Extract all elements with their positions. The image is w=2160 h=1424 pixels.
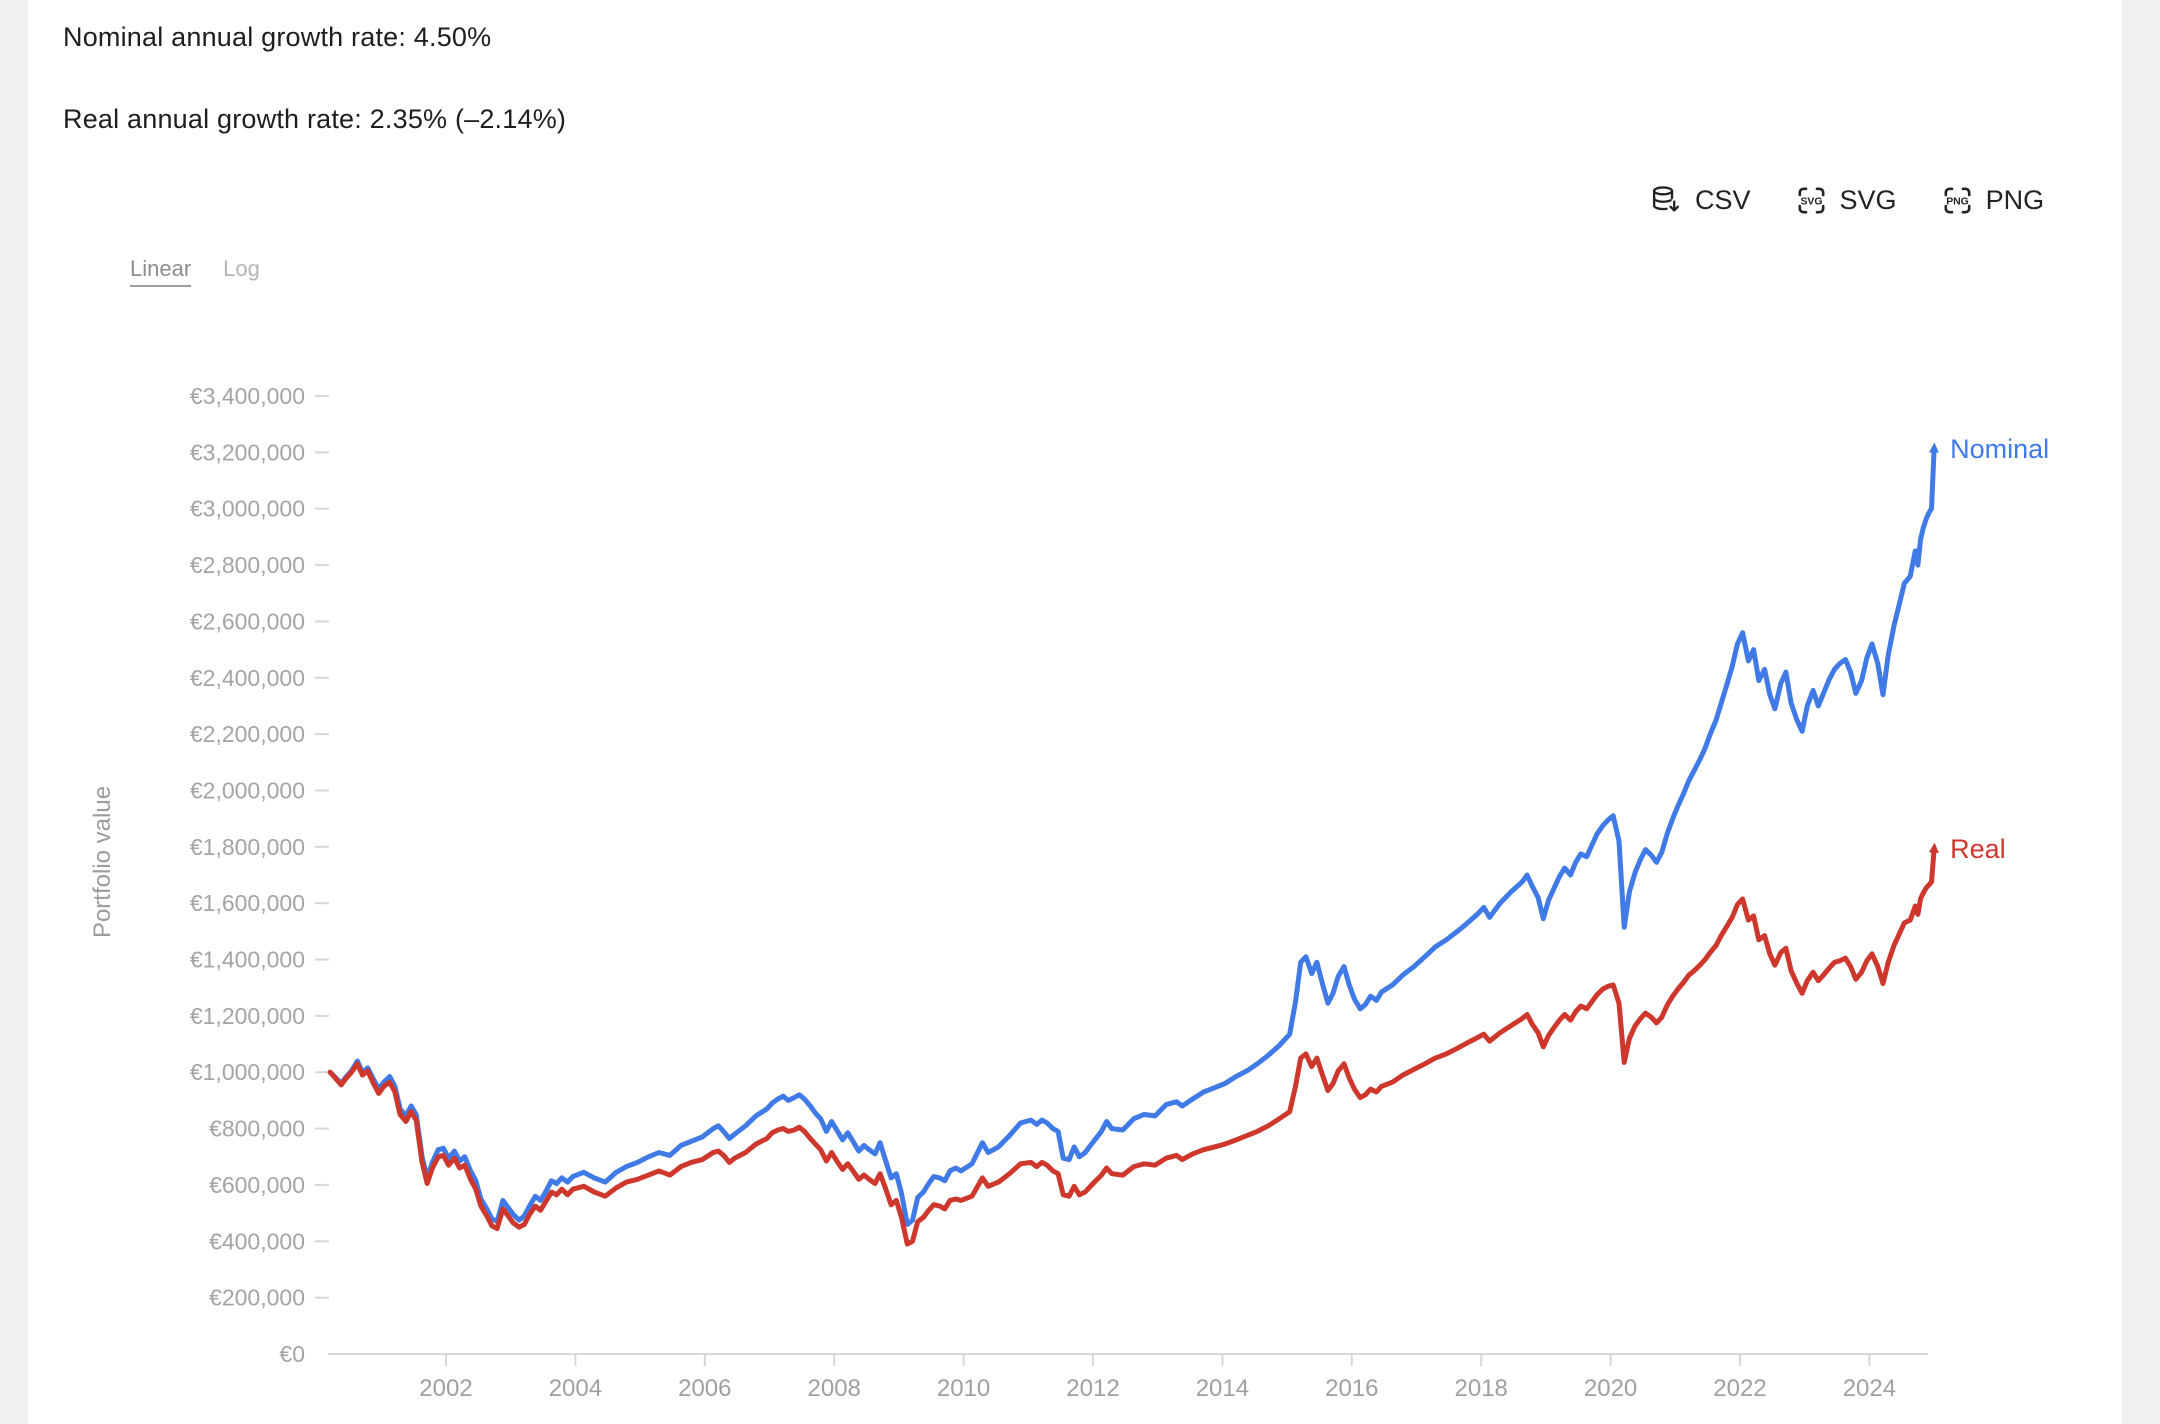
scale-log-option[interactable]: Log xyxy=(223,256,260,281)
y-axis-label: €2,200,000 xyxy=(190,721,305,747)
y-axis-label: €1,600,000 xyxy=(190,890,305,916)
svg-text:PNG: PNG xyxy=(1946,196,1969,207)
x-axis-label: 2022 xyxy=(1713,1375,1766,1402)
y-axis-label: €600,000 xyxy=(209,1172,305,1198)
scale-linear-option[interactable]: Linear xyxy=(130,256,192,287)
y-axis-label: €400,000 xyxy=(209,1228,305,1254)
y-axis-label: €3,200,000 xyxy=(190,439,305,465)
nominal-growth-rate-text: Nominal annual growth rate: 4.50% xyxy=(63,22,492,52)
y-axis-label: €1,800,000 xyxy=(190,834,305,860)
x-axis-label: 2020 xyxy=(1584,1375,1637,1402)
x-axis-label: 2024 xyxy=(1843,1375,1896,1402)
export-csv-label: CSV xyxy=(1695,184,1751,215)
y-axis-label: €3,400,000 xyxy=(190,383,305,409)
export-svg-button[interactable]: SVG SVG xyxy=(1795,184,1897,217)
series-line-real[interactable] xyxy=(327,842,1939,1247)
svg-file-badge-icon: SVG xyxy=(1795,184,1828,217)
nominal-series-label: Nominal xyxy=(1950,433,2050,464)
x-axis-label: 2016 xyxy=(1325,1375,1378,1402)
x-axis-label: 2008 xyxy=(808,1375,861,1402)
real-growth-rate-text: Real annual growth rate: 2.35% (–2.14%) xyxy=(63,104,567,134)
y-axis-label: €1,200,000 xyxy=(190,1003,305,1029)
right-gutter xyxy=(2122,0,2160,1424)
x-axis-label: 2004 xyxy=(549,1375,602,1402)
x-axis-label: 2012 xyxy=(1066,1375,1119,1402)
export-svg-label: SVG xyxy=(1839,184,1897,215)
x-axis-label: 2006 xyxy=(678,1375,731,1402)
y-axis-label: €2,000,000 xyxy=(190,777,305,803)
series-line-nominal[interactable] xyxy=(327,442,1939,1227)
y-axis-label: €2,400,000 xyxy=(190,665,305,691)
y-axis-label: €1,400,000 xyxy=(190,947,305,973)
x-axis-label: 2014 xyxy=(1196,1375,1249,1402)
y-axis-label: €200,000 xyxy=(209,1285,305,1311)
y-axis-label: €2,600,000 xyxy=(190,608,305,634)
left-gutter xyxy=(0,0,28,1424)
y-axis-label: €1,000,000 xyxy=(190,1059,305,1085)
export-csv-button[interactable]: CSV xyxy=(1650,184,1751,217)
x-axis-label: 2002 xyxy=(419,1375,472,1402)
svg-text:SVG: SVG xyxy=(1800,196,1822,207)
y-axis-label: €3,000,000 xyxy=(190,496,305,522)
export-png-label: PNG xyxy=(1985,184,2045,215)
database-download-icon xyxy=(1650,184,1683,217)
x-axis-label: 2010 xyxy=(937,1375,990,1402)
export-png-button[interactable]: PNG PNG xyxy=(1941,184,2045,217)
y-axis-label: €2,800,000 xyxy=(190,552,305,578)
y-axis-label: €800,000 xyxy=(209,1116,305,1142)
y-axis-label: €0 xyxy=(279,1341,305,1367)
real-series-label: Real xyxy=(1950,833,2006,864)
x-axis-label: 2018 xyxy=(1455,1375,1508,1402)
scale-toggle: Linear Log xyxy=(130,256,260,287)
export-buttons-bar: CSV SVG SVG PNG xyxy=(1650,178,2044,222)
png-file-badge-icon: PNG xyxy=(1941,184,1974,217)
